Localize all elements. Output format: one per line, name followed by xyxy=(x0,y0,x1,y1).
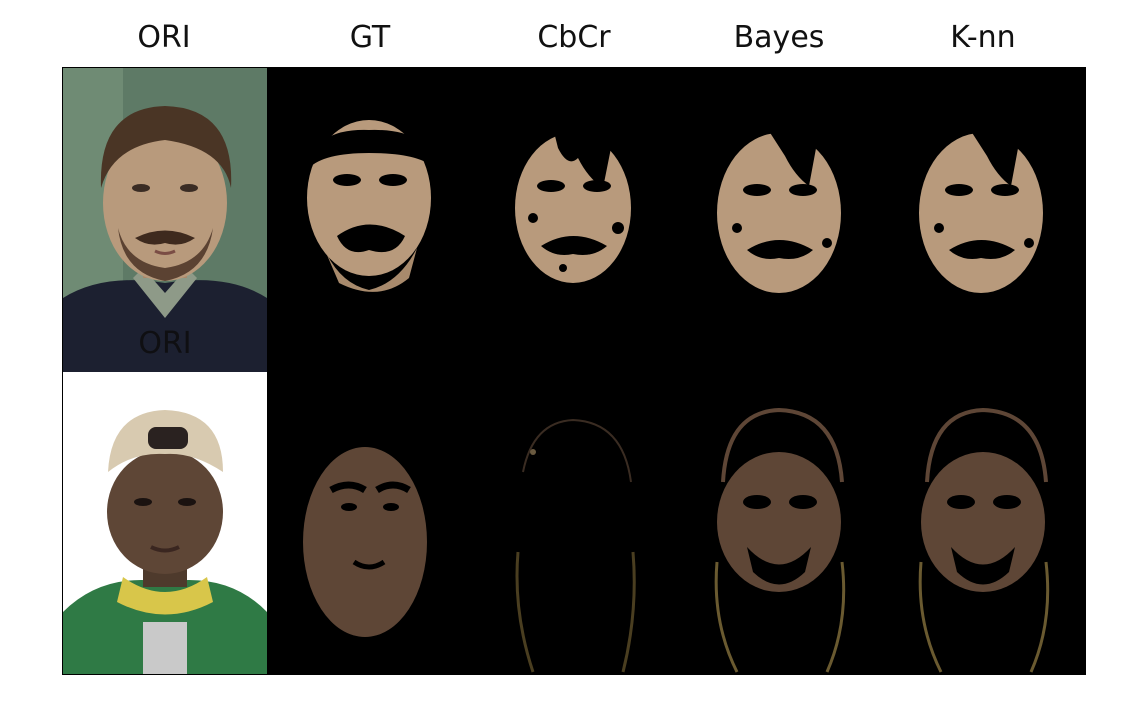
gt-mask-row2 xyxy=(269,372,473,674)
gt-mask-row1 xyxy=(269,68,473,372)
knn-mask-row2 xyxy=(881,372,1085,674)
ori-image-row1: ORI xyxy=(63,68,267,372)
cbcr-mask-row2 xyxy=(473,372,677,674)
cbcr-mask-row1 xyxy=(473,68,677,372)
column-title-gt: GT xyxy=(349,20,391,55)
bayes-mask-row2 xyxy=(677,372,881,674)
bayes-mask-row1 xyxy=(677,68,881,372)
image-grid: ORI xyxy=(62,67,1086,675)
knn-mask-row1 xyxy=(881,68,1085,372)
column-title-cbcr: CbCr xyxy=(537,20,611,55)
column-title-knn: K-nn xyxy=(950,20,1016,55)
column-title-ori: ORI xyxy=(137,20,191,55)
ori-image-row2 xyxy=(63,372,267,674)
column-title-bayes: Bayes xyxy=(733,20,825,55)
ori-overlay-label: ORI xyxy=(138,326,192,361)
